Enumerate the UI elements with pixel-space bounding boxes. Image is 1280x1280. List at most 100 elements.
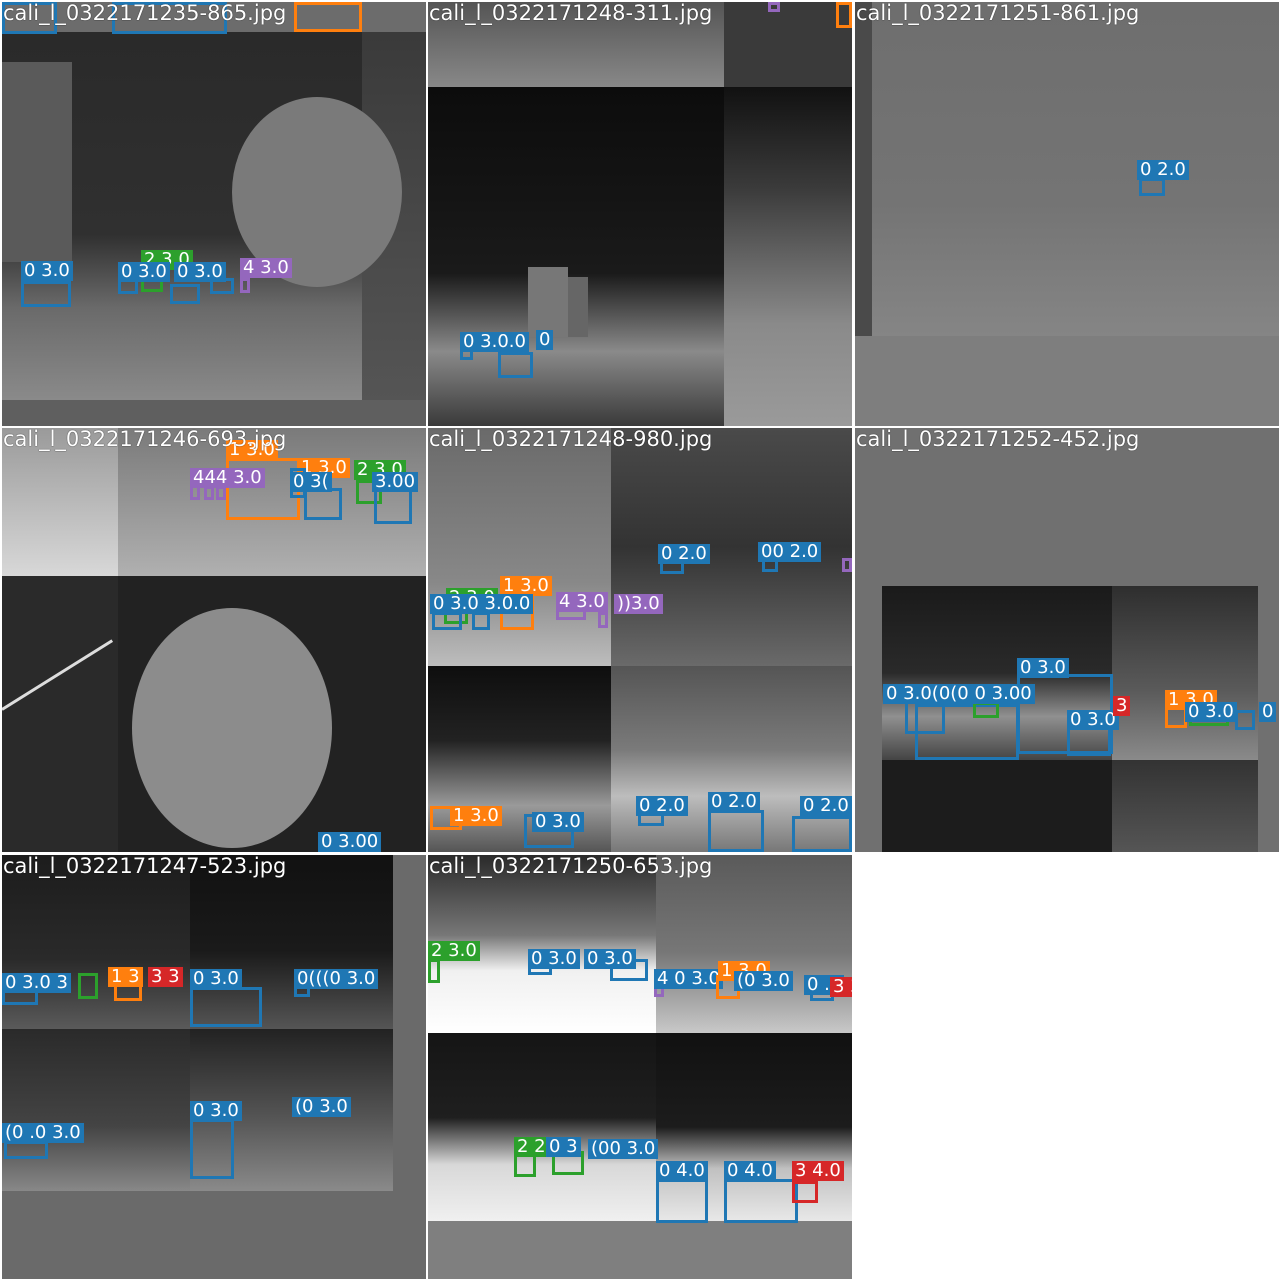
- thermal-panel: [2, 428, 118, 576]
- detection-label: 0 3.0: [532, 812, 584, 832]
- detection-label: 0 3: [546, 1137, 581, 1157]
- thermal-panel: [882, 760, 1112, 852]
- detection-label: 0 3(: [290, 472, 332, 492]
- detection-box: [1235, 710, 1255, 730]
- thermal-panel: [2, 1029, 190, 1191]
- detection-box: [792, 1181, 818, 1203]
- detection-label: 0 3.0: [1185, 702, 1237, 722]
- thermal-panel: [2, 855, 190, 1029]
- detection-label: 1 3.0: [450, 806, 502, 826]
- detection-box: [78, 973, 98, 999]
- detection-label: 0 3.0: [118, 262, 170, 282]
- detection-box: [240, 278, 250, 293]
- mosaic-tile-5: cali_l_0322171248-980.jpg 0 2.0 00 2.0 1…: [428, 428, 852, 852]
- detection-box: [768, 2, 780, 12]
- thermal-panel: [724, 87, 852, 426]
- thermal-panel: [656, 855, 852, 1033]
- detection-label: 0 3.0: [528, 949, 580, 969]
- detection-label: 0 3.0: [21, 261, 73, 281]
- detection-label: 0 2.0: [1137, 160, 1189, 180]
- tile-filename: cali_l_0322171248-980.jpg: [429, 428, 713, 451]
- detection-box: [708, 810, 764, 852]
- thermal-panel: [428, 87, 724, 426]
- mosaic-tile-4: cali_l_0322171246-693.jpg 1 3.0 444 3.0 …: [2, 428, 426, 852]
- tile-filename: cali_l_0322171252-452.jpg: [856, 428, 1140, 451]
- detection-label: 0 3.0: [190, 1101, 242, 1121]
- thermal-panel: [656, 1033, 852, 1221]
- thermal-panel: [428, 1033, 656, 1221]
- detection-label: 0 3.0: [1017, 658, 1069, 678]
- detection-box: [204, 486, 214, 500]
- detection-label: 0 3.0 3: [2, 973, 71, 993]
- detection-box: [2, 2, 57, 34]
- thermal-panel: [872, 2, 1279, 336]
- thermal-panel: [611, 666, 852, 852]
- detection-label: 2 3.0: [428, 941, 480, 961]
- detection-label: 3 3.0: [830, 977, 852, 997]
- detection-box: [432, 612, 462, 630]
- detection-label: 4 3.0: [556, 592, 608, 612]
- detection-label: 0 3.0(0(0 0 3.00: [883, 684, 1035, 704]
- tile-filename: cali_l_0322171251-861.jpg: [856, 2, 1140, 25]
- tile-filename: cali_l_0322171235-865.jpg: [3, 2, 287, 25]
- detection-label: 1 3.0: [226, 440, 278, 460]
- detection-box: [598, 612, 608, 628]
- detection-label: 3: [1113, 696, 1131, 716]
- detection-label: 1 3: [108, 967, 143, 987]
- detection-box: [216, 486, 226, 500]
- detection-box: [656, 1179, 708, 1223]
- detection-label: 0 4.0: [724, 1161, 776, 1181]
- detection-label: 2 2: [514, 1137, 549, 1157]
- thermal-panel: [855, 2, 872, 336]
- detection-box: [905, 700, 945, 734]
- detection-box: [294, 2, 362, 32]
- detection-box: [190, 1119, 234, 1179]
- detection-label: 0 3.0 3.0.0: [430, 594, 534, 614]
- detection-label: 0 2.0: [800, 796, 852, 816]
- detection-label: 0 2.0: [708, 792, 760, 812]
- detection-label: (0 3.0: [734, 971, 793, 991]
- building-silhouette: [528, 267, 568, 337]
- thermal-panel: [1112, 586, 1258, 760]
- detection-label: 0(((0 3.0: [294, 969, 379, 989]
- detection-box: [304, 488, 342, 520]
- detection-label: 4 3.0: [240, 258, 292, 278]
- detection-box: [836, 2, 852, 28]
- detection-label: (0 .0 3.0: [2, 1123, 84, 1143]
- thermal-panel: [2, 576, 118, 852]
- thermal-panel: [428, 2, 724, 87]
- detection-label: 0: [536, 330, 554, 350]
- detection-box: [112, 2, 227, 34]
- detection-box: [724, 1179, 798, 1223]
- detection-box: [638, 812, 664, 826]
- detection-box: [356, 480, 382, 504]
- detection-label: 444 3.0: [190, 468, 265, 488]
- detection-label: 0 4.0: [656, 1161, 708, 1181]
- detection-box: [973, 702, 999, 718]
- tree-silhouette: [132, 608, 332, 848]
- detection-label: 00 2.0: [758, 542, 822, 562]
- detection-label: 3 3: [148, 967, 183, 987]
- detection-box: [190, 987, 262, 1027]
- detection-label: 0 2.0: [658, 544, 710, 564]
- detection-box: [1139, 178, 1165, 196]
- detection-label: 0: [1259, 702, 1277, 722]
- mosaic-tile-6: cali_l_0322171252-452.jpg 0 3.0 0 3.0(0(…: [855, 428, 1279, 852]
- detection-label: 3 4.0: [792, 1161, 844, 1181]
- mosaic-tile-2: cali_l_0322171248-311.jpg 0 3.0.0 0: [428, 2, 852, 426]
- detection-label: 0 3.0: [1067, 710, 1119, 730]
- detection-box: [4, 1141, 48, 1159]
- detection-label: 3.00: [372, 472, 419, 492]
- detection-box: [792, 816, 852, 852]
- tree-silhouette: [232, 97, 402, 287]
- mosaic-tile-7: cali_l_0322171247-523.jpg 0 3.0 3 1 3 3 …: [2, 855, 426, 1279]
- building-silhouette: [568, 277, 588, 337]
- detection-box: [842, 558, 852, 572]
- detection-box: [21, 281, 71, 307]
- tile-filename: cali_l_0322171246-693.jpg: [3, 428, 287, 451]
- detection-label: 0 3.0: [174, 262, 226, 282]
- detection-label: 0 3.0.0: [460, 332, 529, 352]
- thermal-panel: [428, 428, 611, 666]
- thermal-panel: [724, 2, 852, 87]
- mosaic-tile-8: cali_l_0322171250-653.jpg 2 3.0 0 3.0 0 …: [428, 855, 852, 1279]
